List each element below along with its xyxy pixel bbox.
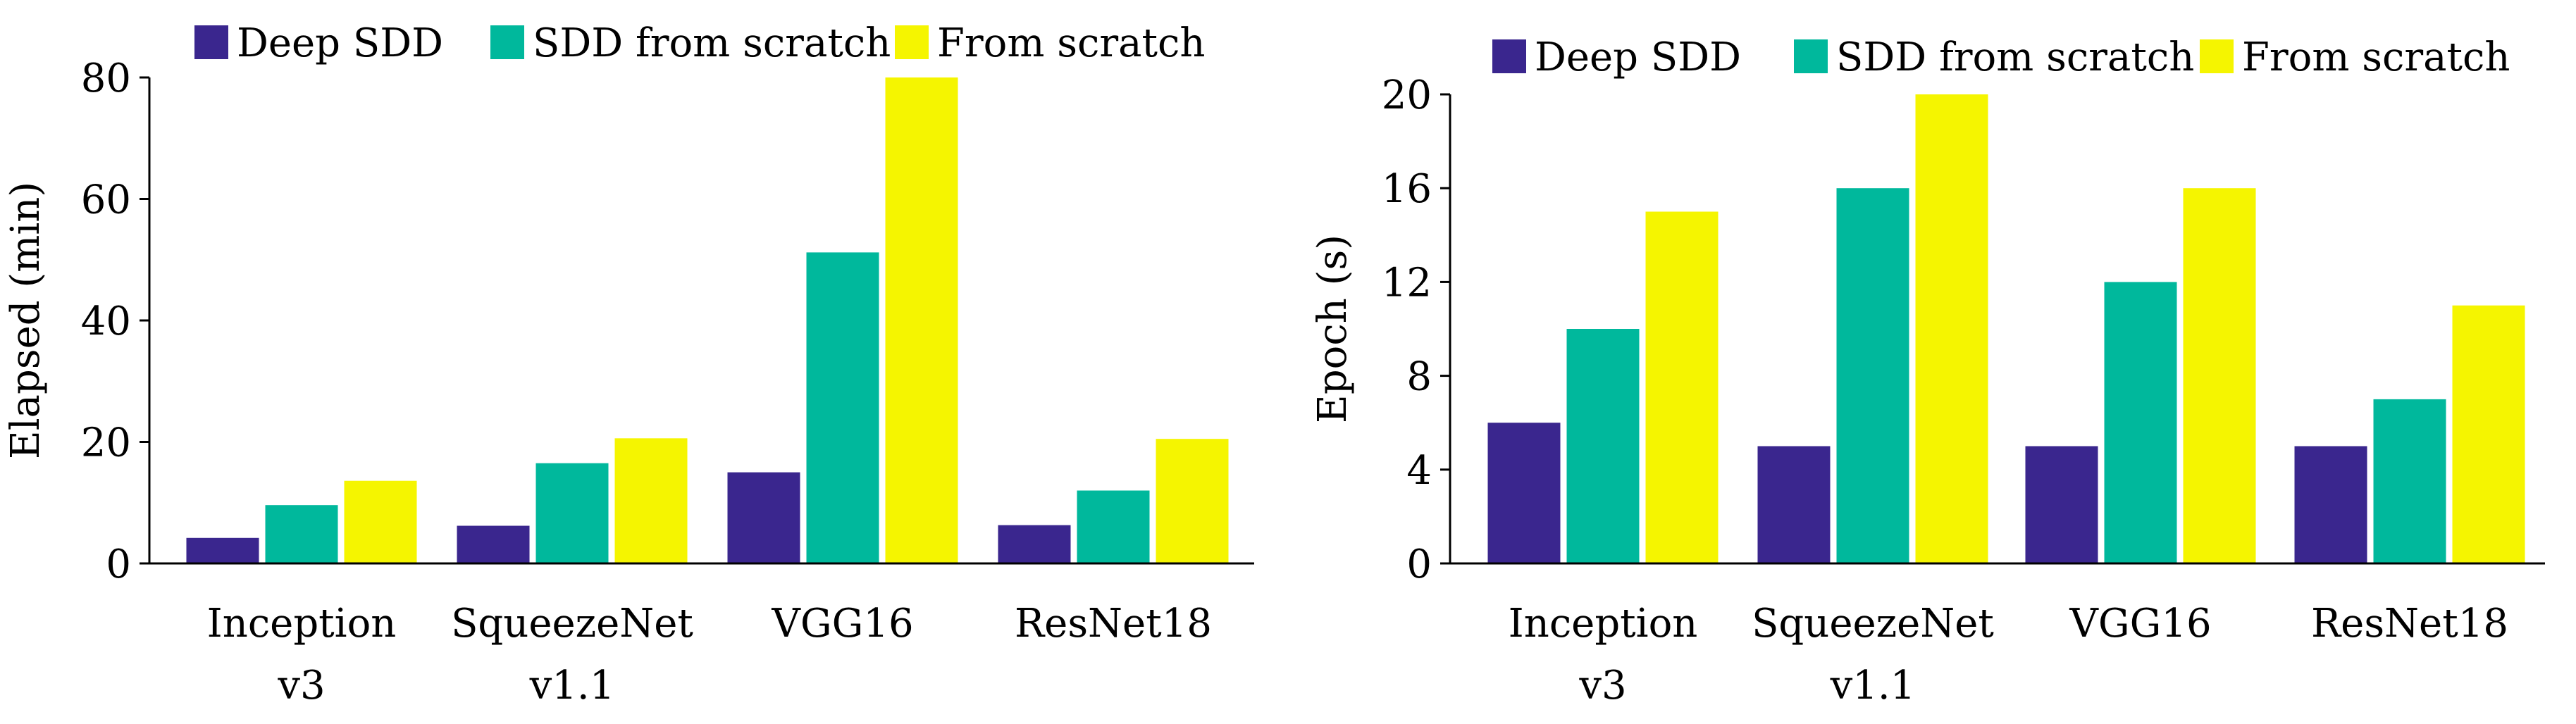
y-tick-label: 60	[81, 177, 131, 223]
x-tick-label: ResNet18	[1015, 601, 1212, 647]
bar-deep-sdd-squeezenet	[1757, 446, 1831, 563]
legend-label-deep-sdd: Deep SDD	[237, 20, 443, 66]
bar-sdd-from-scratch-resnet18	[2373, 399, 2446, 563]
bar-from-scratch-resnet18	[1156, 439, 1229, 563]
legend-label-sdd-from-scratch: SDD from scratch	[533, 20, 891, 66]
x-tick-label: VGG16	[771, 601, 913, 647]
bar-deep-sdd-vgg16	[727, 472, 800, 563]
x-tick-label: v3	[277, 663, 325, 709]
elapsed-chart: 0 20 40 60 80 Elapsed (min) Inception v3 Squeeze…	[3, 20, 1254, 709]
legend-swatch-from-scratch	[2200, 39, 2234, 73]
x-tick-label: SqueezeNet	[451, 601, 693, 647]
x-tick-label: SqueezeNet	[1752, 601, 1994, 647]
y-tick-label: 16	[1382, 166, 1432, 212]
y-tick-label: 80	[81, 56, 131, 101]
legend-swatch-deep-sdd	[1492, 39, 1526, 73]
y-axis-title: Epoch (s)	[1310, 235, 1356, 423]
bar-deep-sdd-vgg16	[2025, 446, 2098, 563]
y-tick-label: 12	[1382, 260, 1432, 306]
bar-sdd-from-scratch-squeezenet	[1836, 188, 1909, 563]
legend-label-sdd-from-scratch: SDD from scratch	[1836, 35, 2194, 80]
bar-deep-sdd-inception	[1487, 423, 1561, 563]
x-tick-label: VGG16	[2069, 601, 2211, 647]
y-tick-label: 40	[81, 299, 131, 344]
bar-from-scratch-inception	[1645, 211, 1719, 563]
legend-swatch-deep-sdd	[194, 25, 228, 59]
bar-deep-sdd-squeezenet	[457, 525, 530, 563]
legend-label-from-scratch: From scratch	[937, 20, 1205, 66]
bar-deep-sdd-resnet18	[2294, 446, 2367, 563]
epoch-chart: 0 4 8 12 16 20 Epoch (s) Inception v3 SqueezeNet v…	[1310, 35, 2545, 709]
x-tick-label: ResNet18	[2311, 601, 2508, 647]
bar-sdd-from-scratch-vgg16	[806, 252, 879, 563]
y-tick-label: 0	[1406, 542, 1432, 587]
bar-sdd-from-scratch-squeezenet	[535, 463, 609, 563]
bar-deep-sdd-inception	[186, 537, 259, 563]
x-tick-label: v1.1	[1830, 663, 1916, 709]
bar-from-scratch-squeezenet	[1915, 94, 1988, 563]
bar-sdd-from-scratch-inception	[1566, 329, 1640, 563]
x-tick-label: v3	[1578, 663, 1626, 709]
y-tick-label: 4	[1406, 448, 1432, 494]
bar-sdd-from-scratch-resnet18	[1077, 490, 1150, 563]
bar-sdd-from-scratch-vgg16	[2104, 282, 2177, 563]
bar-deep-sdd-resnet18	[998, 525, 1071, 563]
y-tick-label: 20	[1382, 73, 1432, 118]
bar-from-scratch-vgg16	[885, 77, 958, 563]
y-axis-title: Elapsed (min)	[3, 182, 49, 459]
legend-label-from-scratch: From scratch	[2242, 35, 2510, 80]
legend-swatch-sdd-from-scratch	[1794, 39, 1828, 73]
legend-swatch-from-scratch	[895, 25, 929, 59]
x-tick-label: Inception	[1509, 601, 1698, 647]
bar-from-scratch-squeezenet	[614, 438, 688, 563]
y-tick-label: 0	[106, 542, 131, 587]
bar-sdd-from-scratch-inception	[265, 505, 338, 563]
bar-from-scratch-vgg16	[2183, 188, 2256, 563]
x-tick-label: Inception	[207, 601, 397, 647]
legend-label-deep-sdd: Deep SDD	[1535, 35, 1741, 80]
y-tick-label: 20	[81, 420, 131, 466]
bar-from-scratch-resnet18	[2452, 305, 2525, 563]
legend-swatch-sdd-from-scratch	[490, 25, 524, 59]
y-tick-label: 8	[1406, 354, 1432, 400]
bar-from-scratch-inception	[344, 480, 417, 563]
x-tick-label: v1.1	[529, 663, 615, 709]
